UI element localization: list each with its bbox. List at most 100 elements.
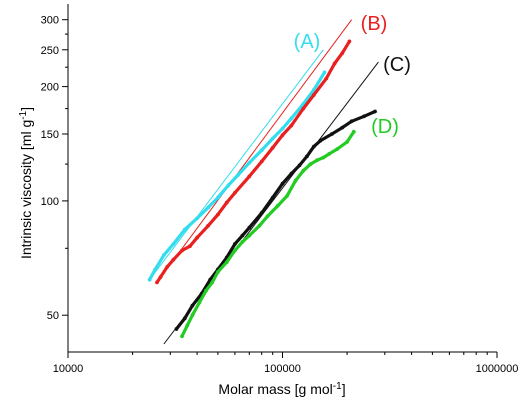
data-point-b xyxy=(280,133,285,138)
data-point-b xyxy=(332,61,337,66)
x-tick-label: 10000 xyxy=(53,363,84,375)
data-point-a xyxy=(216,195,220,200)
x-axis-label: Molar mass [g mol-1] xyxy=(218,381,345,397)
data-point-b xyxy=(165,265,170,269)
series-line-b xyxy=(155,39,351,284)
data-point-b xyxy=(216,212,220,217)
data-point-d xyxy=(285,194,289,198)
data-point-a xyxy=(322,70,327,75)
data-point-c xyxy=(330,132,334,136)
data-point-a xyxy=(226,183,231,188)
data-point-d xyxy=(197,300,202,305)
data-point-b xyxy=(270,145,275,150)
data-point-a xyxy=(270,136,275,141)
series-labels: (A) (B) (C) (D) xyxy=(294,13,411,138)
data-point-a xyxy=(171,242,176,246)
data-point-a xyxy=(311,88,316,92)
data-point-a xyxy=(182,227,187,232)
series-d-label: (D) xyxy=(371,116,399,138)
data-point-b xyxy=(206,223,211,228)
y-tick-label: 100 xyxy=(41,196,59,208)
data-point-d xyxy=(233,248,237,253)
data-point-c xyxy=(311,144,316,149)
data-point-b xyxy=(311,93,316,97)
data-point-d xyxy=(180,334,184,339)
series-a-label: (A) xyxy=(294,31,321,53)
data-point-d xyxy=(257,223,262,228)
data-point-b xyxy=(347,39,352,44)
series-d xyxy=(180,129,356,339)
data-point-c xyxy=(270,195,275,200)
data-point-b xyxy=(301,106,306,111)
data-point-c xyxy=(297,163,302,168)
series-a xyxy=(147,70,327,282)
data-point-b xyxy=(289,123,294,128)
data-point-a xyxy=(247,160,252,165)
data-point-c xyxy=(318,138,323,143)
reference-line-a xyxy=(149,49,324,281)
y-tick-label: 300 xyxy=(41,15,59,27)
data-point-d xyxy=(204,288,208,293)
data-point-d xyxy=(351,129,356,134)
data-point-a xyxy=(206,205,211,210)
data-point-c xyxy=(373,109,377,114)
series-c-label: (C) xyxy=(383,54,411,76)
data-point-d xyxy=(216,270,220,274)
data-point-c xyxy=(190,303,195,308)
data-point-d xyxy=(327,152,332,156)
data-point-d xyxy=(190,313,195,318)
data-point-a xyxy=(147,277,152,282)
data-point-d xyxy=(210,280,215,285)
data-point-c xyxy=(340,125,345,130)
data-point-c xyxy=(247,225,252,230)
x-tick-label: 100000 xyxy=(264,363,301,375)
reference-line-b xyxy=(156,19,353,283)
data-point-c xyxy=(182,316,187,321)
data-point-c xyxy=(259,211,264,215)
y-axis-ticks: 50 100 150 200 250 300 xyxy=(41,15,68,322)
data-point-a xyxy=(162,253,166,257)
y-tick-label: 150 xyxy=(41,129,59,141)
y-axis-label: Intrinsic viscosity [ml g-1] xyxy=(18,107,34,259)
data-point-a xyxy=(280,126,285,131)
data-point-b xyxy=(233,190,237,195)
data-point-a xyxy=(153,267,158,272)
data-series xyxy=(147,39,377,339)
data-point-d xyxy=(308,162,313,167)
data-point-a xyxy=(259,148,264,153)
series-b xyxy=(155,39,352,285)
data-point-c xyxy=(349,119,354,124)
data-point-b xyxy=(324,76,329,81)
data-point-c xyxy=(305,154,309,159)
y-tick-label: 50 xyxy=(47,310,59,322)
data-point-b xyxy=(180,248,184,253)
data-point-c xyxy=(174,327,179,331)
data-point-b xyxy=(158,275,163,279)
data-point-b xyxy=(340,51,345,55)
data-point-b xyxy=(155,280,159,285)
data-point-b xyxy=(247,174,252,179)
data-point-d xyxy=(275,204,280,208)
data-point-c xyxy=(233,242,237,246)
data-point-b xyxy=(195,235,200,240)
data-point-d xyxy=(315,158,319,163)
series-b-label: (B) xyxy=(361,13,388,35)
data-point-d xyxy=(301,168,306,173)
data-point-d xyxy=(265,214,270,219)
data-point-a xyxy=(289,116,294,121)
data-point-d xyxy=(321,155,326,160)
data-point-c xyxy=(280,181,285,186)
series-line-a xyxy=(148,70,327,282)
data-point-d xyxy=(247,233,252,238)
data-point-c xyxy=(208,277,213,282)
data-point-a xyxy=(236,173,240,177)
data-point-d xyxy=(345,140,349,144)
y-tick-label: 200 xyxy=(41,82,59,94)
data-point-c xyxy=(240,233,245,238)
y-tick-label: 250 xyxy=(41,45,59,57)
data-point-d xyxy=(185,323,190,328)
data-point-c xyxy=(289,171,294,176)
